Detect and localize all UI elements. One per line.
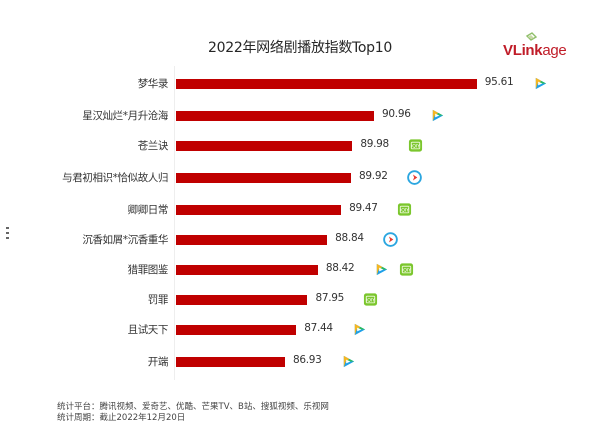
tencent-video-icon bbox=[533, 76, 548, 91]
bar-row: 开端 86.93 bbox=[0, 352, 600, 372]
tencent-video-icon bbox=[374, 262, 389, 277]
logo-text-main: VLink bbox=[503, 42, 543, 59]
category-label: 与君初相识*恰似故人归 bbox=[62, 172, 168, 184]
chart-title: 2022年网络剧播放指数Top10 bbox=[208, 40, 392, 56]
value-label: 87.95 bbox=[315, 292, 345, 304]
bar bbox=[176, 111, 375, 121]
bar-row: 罚罪 87.95 iQIY bbox=[0, 290, 600, 310]
bar bbox=[176, 141, 353, 151]
value-label: 90.96 bbox=[382, 108, 411, 120]
svg-text:iQIY: iQIY bbox=[411, 144, 420, 150]
youku-icon bbox=[407, 170, 422, 185]
value-label: 88.84 bbox=[335, 232, 364, 244]
vlinkage-logo: VLinkage bbox=[503, 32, 583, 62]
bar-row: 卿卿日常 89.47 iQIY bbox=[0, 200, 600, 220]
value-label: 87.44 bbox=[304, 322, 333, 334]
category-label: 且试天下 bbox=[127, 324, 169, 336]
chart-footnote: 统计平台：腾讯视频、爱奇艺、优酷、芒果TV、B站、搜狐视频、乐视网 统计周期：截… bbox=[57, 402, 329, 424]
bar-row: 星汉灿烂*月升沧海 90.96 bbox=[0, 106, 600, 126]
youku-icon bbox=[383, 232, 398, 247]
bar-row: 沉香如屑*沉香重华 88.84 bbox=[0, 230, 600, 250]
tencent-video-icon bbox=[341, 354, 356, 369]
bar bbox=[176, 79, 477, 89]
value-label: 89.47 bbox=[349, 202, 378, 214]
category-label: 罚罪 bbox=[147, 294, 169, 306]
logo-mark-icon bbox=[525, 32, 537, 41]
category-label: 卿卿日常 bbox=[127, 204, 169, 216]
bar bbox=[176, 265, 318, 275]
bar-row: 且试天下 87.44 bbox=[0, 320, 600, 340]
bar-row: 与君初相识*恰似故人归 89.92 bbox=[0, 168, 600, 188]
bar bbox=[176, 173, 352, 183]
footnote-period: 统计周期：截止2022年12月20日 bbox=[57, 413, 186, 423]
svg-text:iQIY: iQIY bbox=[366, 298, 375, 304]
more-options-icon[interactable] bbox=[6, 227, 10, 243]
bar bbox=[176, 295, 308, 305]
category-label: 梦华录 bbox=[137, 78, 169, 90]
svg-text:iQIY: iQIY bbox=[402, 268, 411, 274]
iqiyi-icon: iQIY bbox=[408, 138, 423, 153]
bar bbox=[176, 325, 297, 335]
bar-row: 梦华录 95.61 bbox=[0, 74, 600, 94]
iqiyi-icon: iQIY bbox=[399, 262, 414, 277]
y-axis-line bbox=[174, 66, 175, 380]
category-label: 沉香如屑*沉香重华 bbox=[82, 234, 168, 246]
bar-row: 苍兰诀 89.98 iQIY bbox=[0, 136, 600, 156]
category-label: 苍兰诀 bbox=[137, 140, 169, 152]
footnote-platforms: 统计平台：腾讯视频、爱奇艺、优酷、芒果TV、B站、搜狐视频、乐视网 bbox=[57, 402, 329, 412]
category-label: 猎罪图鉴 bbox=[127, 264, 169, 276]
tencent-video-icon bbox=[430, 108, 445, 123]
svg-text:iQIY: iQIY bbox=[400, 208, 409, 214]
value-label: 89.98 bbox=[360, 138, 389, 150]
bar bbox=[176, 235, 328, 245]
bar bbox=[176, 205, 342, 215]
category-label: 开端 bbox=[147, 356, 169, 368]
iqiyi-icon: iQIY bbox=[363, 292, 378, 307]
value-label: 89.92 bbox=[359, 170, 388, 182]
logo-text-tail: age bbox=[542, 42, 567, 59]
value-label: 95.61 bbox=[484, 76, 514, 88]
bar bbox=[176, 357, 285, 367]
category-label: 星汉灿烂*月升沧海 bbox=[82, 110, 168, 122]
iqiyi-icon: iQIY bbox=[397, 202, 412, 217]
value-label: 86.93 bbox=[292, 354, 322, 366]
value-label: 88.42 bbox=[325, 262, 355, 274]
tencent-video-icon bbox=[352, 322, 367, 337]
bar-row: 猎罪图鉴 88.42 iQIY bbox=[0, 260, 600, 280]
